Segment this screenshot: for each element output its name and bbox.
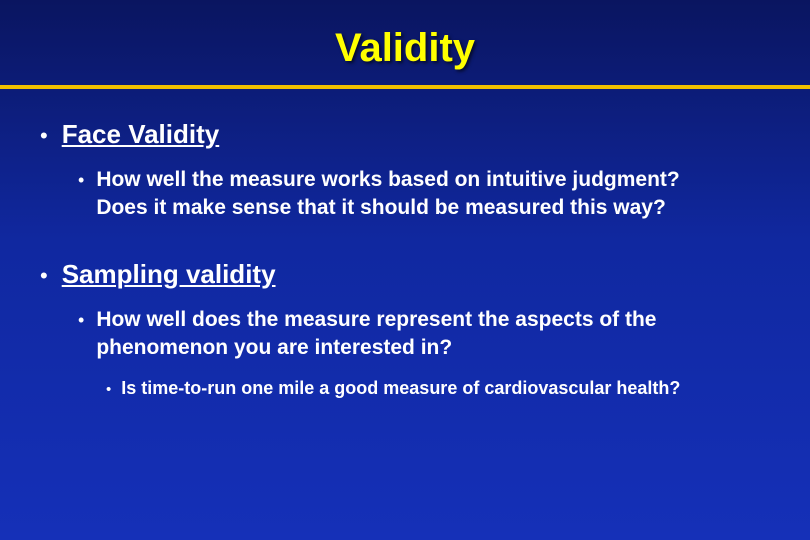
lvl2-row: • How well does the measure represent th… [78, 306, 770, 363]
title-area: Validity [0, 0, 810, 85]
lvl3-row: • Is time-to-run one mile a good measure… [106, 376, 770, 400]
bullet-list: • Face Validity • How well the measure w… [40, 119, 770, 401]
lvl2-text: How well the measure works based on intu… [96, 166, 726, 223]
lvl1-label: Face Validity [62, 119, 220, 150]
sub-list: • How well does the measure represent th… [78, 306, 770, 401]
sub-list: • How well the measure works based on in… [78, 166, 770, 223]
list-item: • How well the measure works based on in… [78, 166, 770, 223]
list-item: • Face Validity • How well the measure w… [40, 119, 770, 223]
bullet-icon: • [78, 308, 84, 332]
lvl2-text: How well does the measure represent the … [96, 306, 726, 363]
lvl1-row: • Face Validity [40, 119, 770, 150]
sub-sub-list: • Is time-to-run one mile a good measure… [106, 376, 770, 400]
lvl1-row: • Sampling validity [40, 259, 770, 290]
bullet-icon: • [40, 263, 48, 289]
bullet-icon: • [40, 123, 48, 149]
bullet-icon: • [106, 380, 111, 400]
list-item: • Sampling validity • How well does the … [40, 259, 770, 401]
slide-content: • Face Validity • How well the measure w… [0, 89, 810, 401]
list-item: • How well does the measure represent th… [78, 306, 770, 401]
lvl1-label: Sampling validity [62, 259, 276, 290]
list-item: • Is time-to-run one mile a good measure… [106, 376, 770, 400]
slide-title: Validity [0, 26, 810, 71]
slide: Validity • Face Validity • How well the … [0, 0, 810, 540]
lvl2-row: • How well the measure works based on in… [78, 166, 770, 223]
lvl3-text: Is time-to-run one mile a good measure o… [121, 376, 680, 400]
bullet-icon: • [78, 168, 84, 192]
